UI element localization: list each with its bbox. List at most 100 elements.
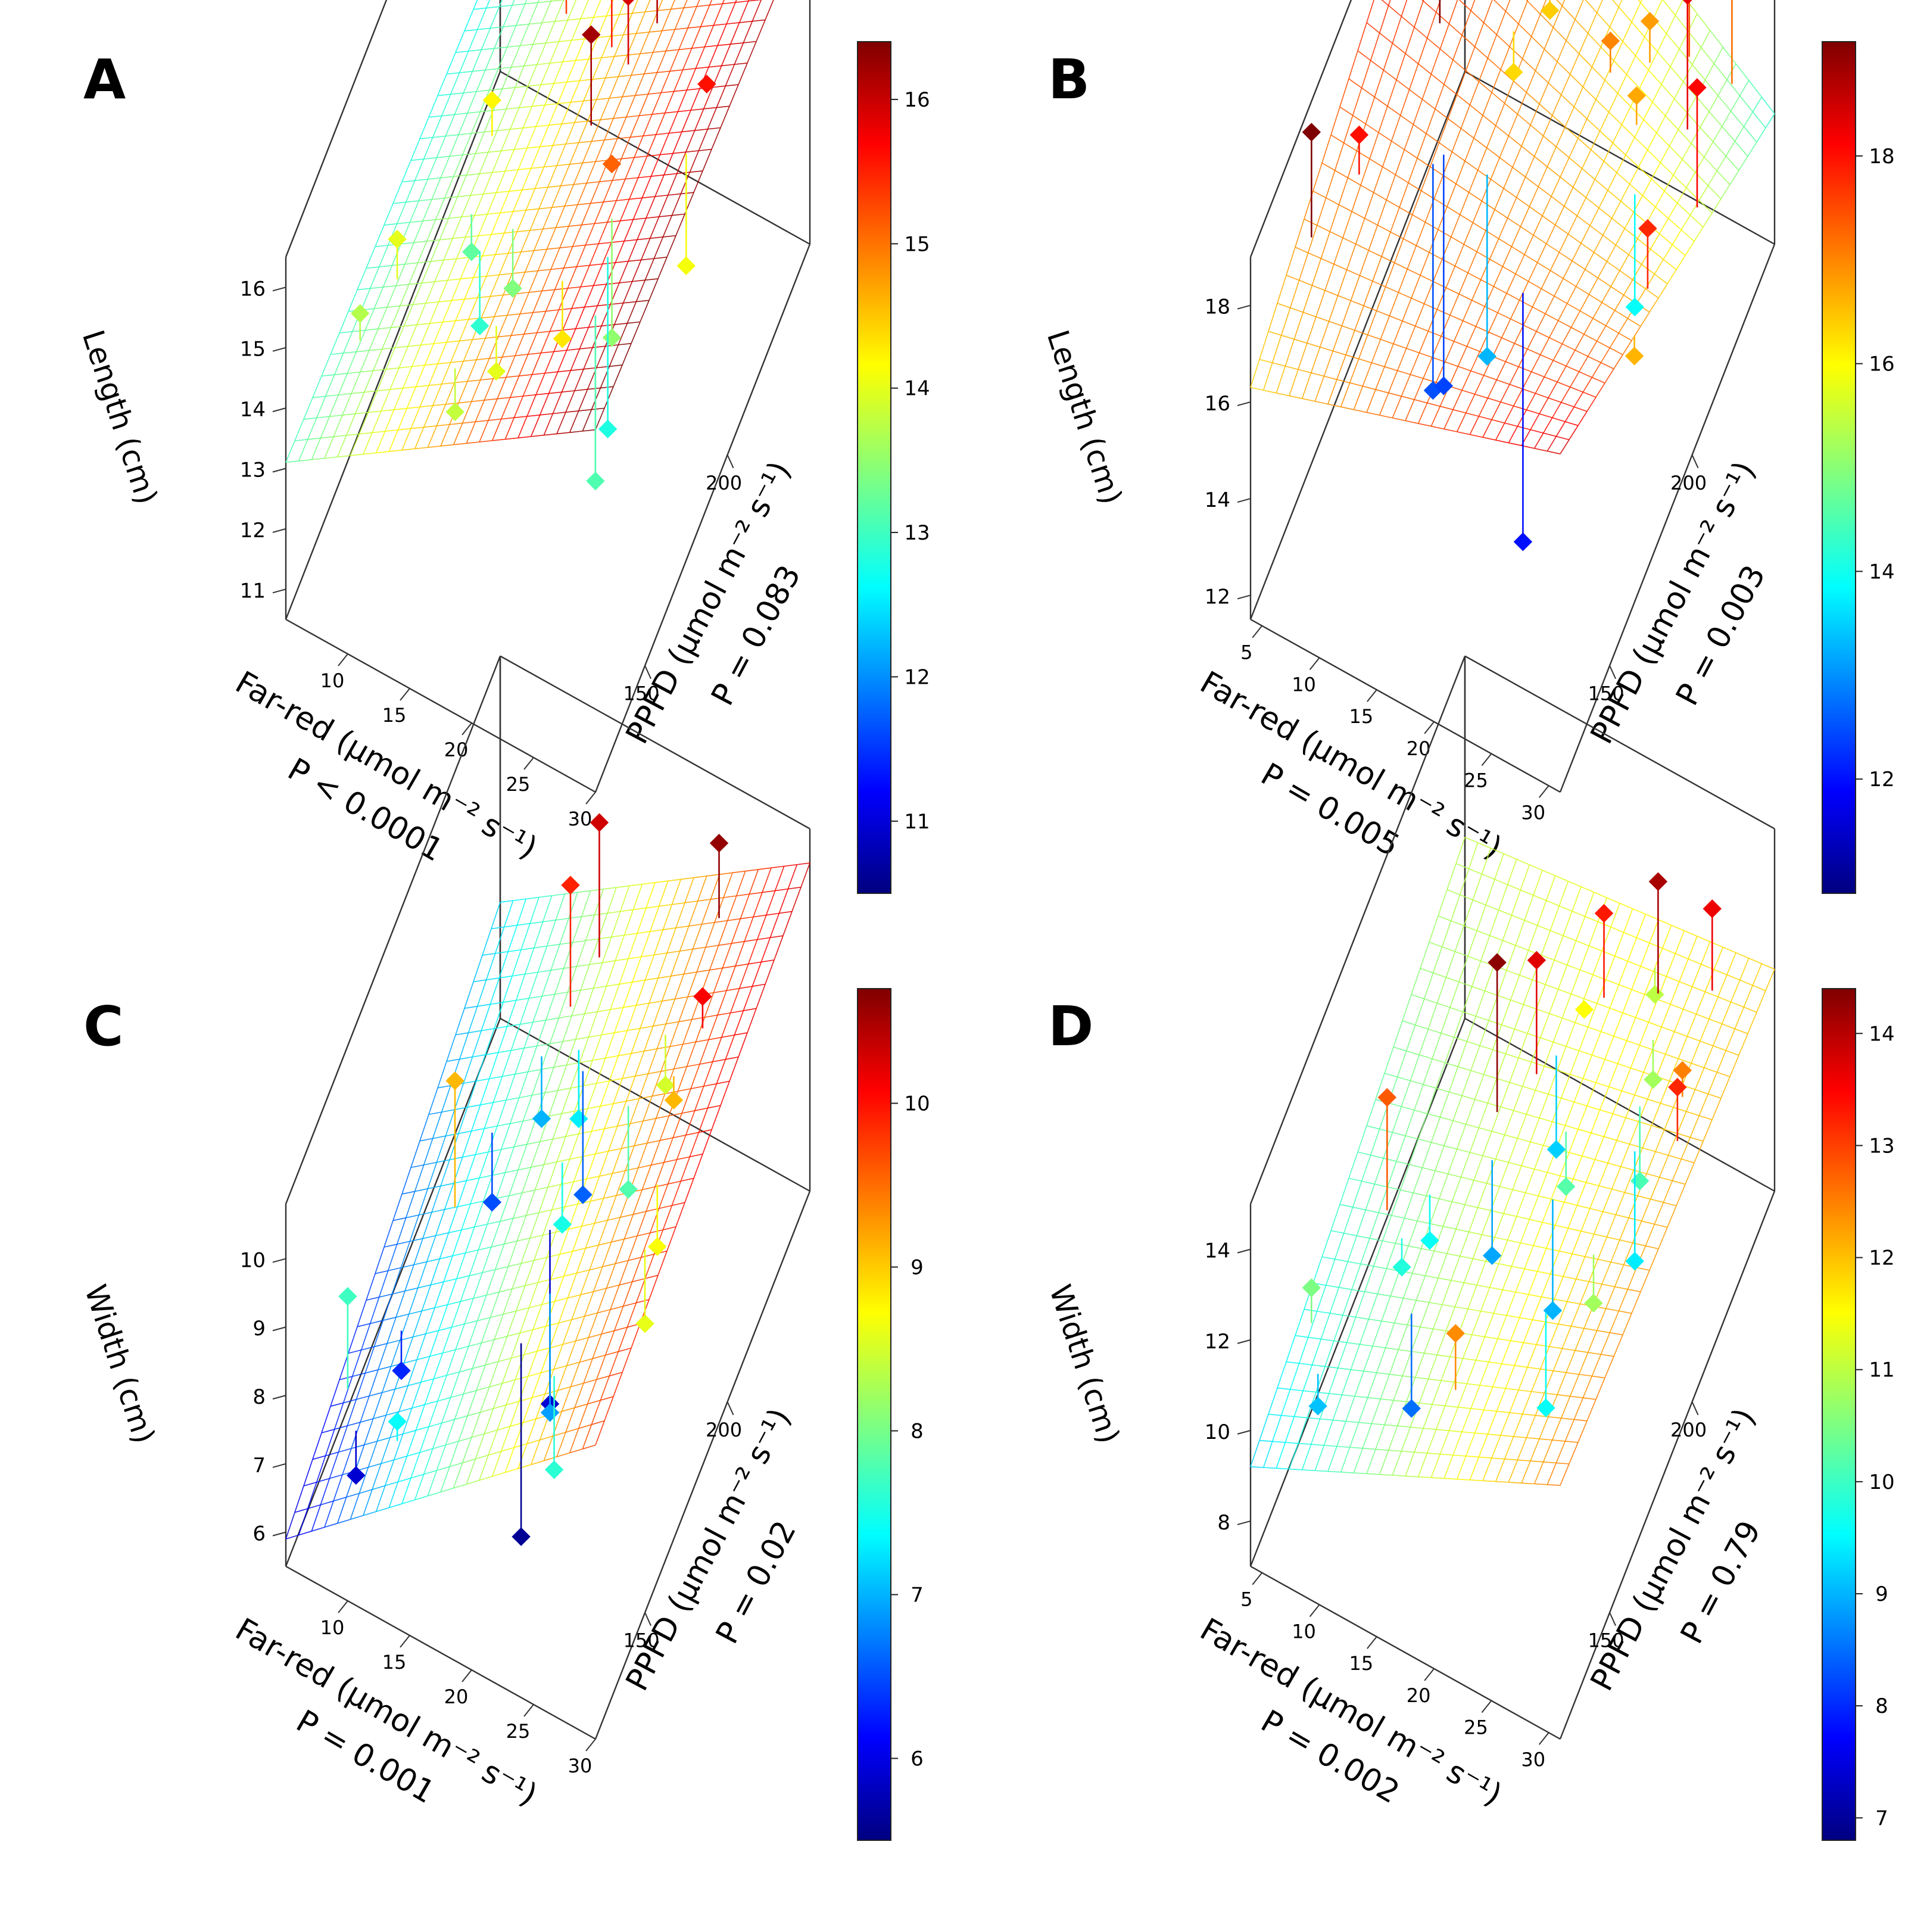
x-tick-mark	[462, 722, 472, 736]
colorbar-tick-label: 8	[911, 1420, 924, 1444]
plane-gridline	[425, 1330, 439, 1335]
plane-gridline	[542, 920, 556, 923]
plane-gridline	[553, 1064, 567, 1068]
plane-gridline	[510, 1120, 523, 1124]
plane-gridline	[1483, 0, 1493, 23]
plane-gridline	[1522, 58, 1536, 71]
plane-gridline	[752, 983, 766, 987]
plane-gridline	[1490, 157, 1501, 180]
plane-gridline	[1414, 399, 1427, 404]
plane-gridline	[417, 1284, 431, 1289]
plane-gridline	[1346, 1317, 1357, 1343]
plane-gridline	[1385, 1347, 1399, 1350]
plane-gridline	[1405, 1024, 1416, 1051]
plane-gridline	[696, 4, 710, 7]
plane-gridline	[1472, 874, 1483, 900]
plane-gridline	[1493, 0, 1506, 12]
plane-gridline	[1452, 1120, 1466, 1125]
plane-gridline	[1470, 10, 1485, 23]
plane-gridline	[565, 1133, 579, 1138]
plane-gridline	[1722, 46, 1736, 64]
plane-gridline	[1570, 1395, 1583, 1398]
plane-gridline	[1476, 1285, 1490, 1288]
plane-gridline	[507, 1024, 520, 1027]
plane-gridline	[1500, 1106, 1514, 1111]
plane-gridline	[1542, 196, 1552, 216]
plane-gridline	[475, 420, 489, 422]
plane-gridline	[364, 1347, 375, 1373]
plane-gridline	[1519, 1294, 1529, 1318]
plane-gridline	[1405, 1452, 1415, 1476]
z-tick-label: 6	[252, 1522, 266, 1546]
plane-gridline	[1496, 1078, 1510, 1083]
plane-gridline	[626, 1302, 637, 1328]
z-tick-mark	[272, 1463, 286, 1468]
plane-gridline	[642, 1186, 656, 1191]
plane-gridline	[1521, 1460, 1531, 1484]
plane-gridline	[1522, 1413, 1536, 1416]
plane-gridline	[1348, 1261, 1361, 1265]
plane-gridline	[708, 65, 722, 68]
plane-gridline	[1659, 1176, 1673, 1182]
plane-gridline	[1423, 378, 1436, 383]
plane-gridline	[1555, 146, 1570, 158]
plane-gridline	[606, 983, 620, 987]
plane-gridline	[1582, 1055, 1593, 1079]
plane-gridline	[544, 371, 558, 374]
plane-gridline	[544, 1067, 554, 1093]
plane-gridline	[1456, 1456, 1467, 1479]
plane-gridline	[570, 348, 581, 371]
plane-gridline	[1520, 1219, 1530, 1244]
plane-gridline	[640, 931, 651, 957]
plane-gridline	[491, 926, 504, 930]
plane-gridline	[498, 951, 509, 979]
plane-gridline	[678, 110, 691, 113]
plane-gridline	[616, 179, 626, 201]
plane-gridline	[1603, 161, 1617, 173]
plane-gridline	[428, 1401, 438, 1427]
plane-gridline	[401, 1478, 411, 1504]
plane-gridline	[537, 1257, 548, 1283]
plane-gridline	[568, 204, 578, 227]
plane-gridline	[1526, 0, 1528, 2]
plane-gridline	[501, 417, 515, 420]
plane-gridline	[1570, 1074, 1583, 1079]
plane-gridline	[1592, 1375, 1605, 1379]
plane-gridline	[656, 1115, 669, 1119]
plane-gridline	[585, 243, 599, 246]
plane-gridline	[1515, 945, 1529, 951]
plane-gridline	[446, 1371, 460, 1376]
plane-gridline	[476, 1386, 489, 1391]
plane-gridline	[531, 1069, 542, 1096]
plane-gridline	[574, 1383, 584, 1408]
plane-gridline	[482, 928, 492, 956]
plane-gridline	[1418, 331, 1429, 353]
plane-gridline	[578, 141, 592, 144]
plane-gridline	[1583, 391, 1597, 398]
plane-gridline	[476, 1078, 489, 1082]
plane-gridline	[1557, 40, 1567, 62]
plane-gridline	[1461, 370, 1471, 391]
plane-gridline	[524, 1260, 535, 1286]
plane-gridline	[1451, 920, 1464, 927]
plane-gridline	[1459, 192, 1470, 215]
plane-gridline	[1351, 1263, 1361, 1290]
plane-gridline	[1683, 1008, 1697, 1015]
plane-gridline	[499, 1288, 513, 1293]
plane-gridline	[1443, 60, 1454, 85]
plane-gridline	[1315, 290, 1326, 317]
plane-gridline	[1505, 11, 1519, 24]
plane-gridline	[1583, 998, 1597, 1004]
plane-gridline	[1479, 1127, 1492, 1132]
plane-gridline	[654, 257, 668, 259]
plane-gridline	[725, 1057, 739, 1060]
plane-gridline	[1456, 70, 1467, 95]
plane-gridline	[1657, 51, 1671, 67]
plane-gridline	[338, 1425, 348, 1453]
plane-gridline	[690, 1086, 704, 1089]
plane-gridline	[532, 1326, 546, 1330]
plane-gridline	[711, 127, 721, 150]
plane-gridline	[1687, 1036, 1701, 1042]
plane-gridline	[1548, 1323, 1559, 1347]
plane-gridline	[537, 249, 548, 271]
